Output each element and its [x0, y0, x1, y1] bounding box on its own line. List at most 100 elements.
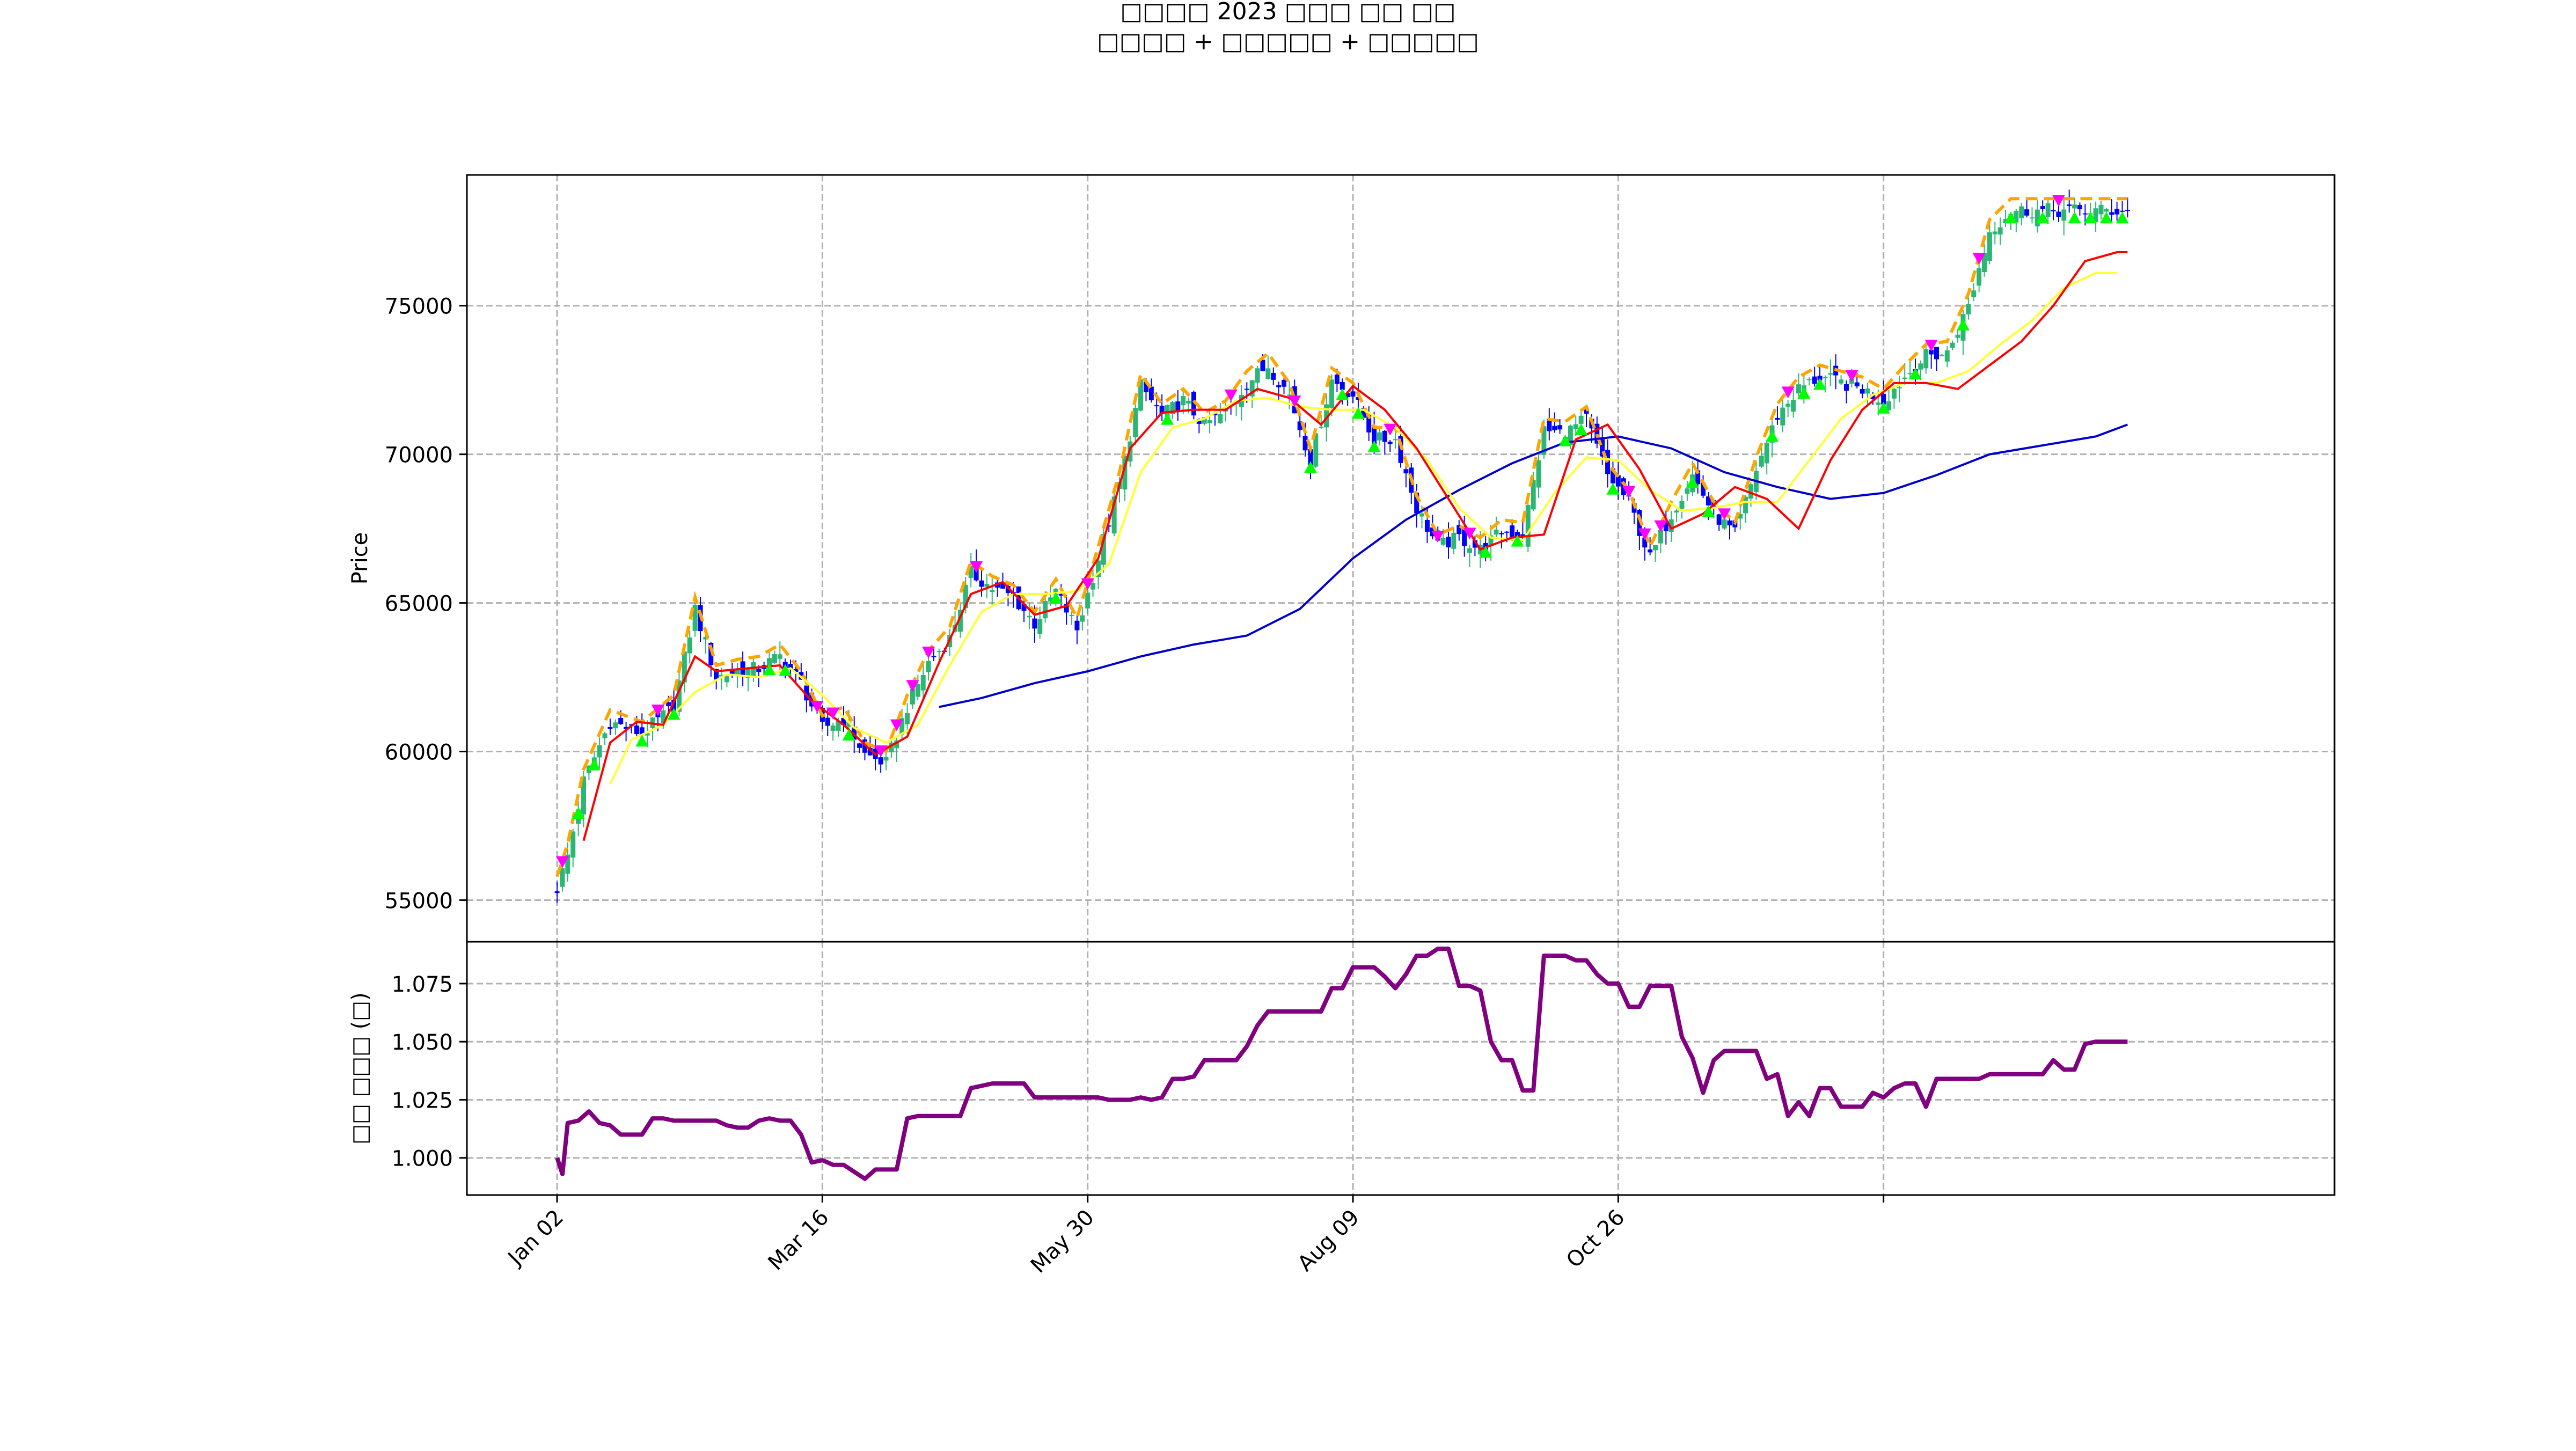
candle-body	[931, 656, 936, 657]
sell-marker	[890, 719, 903, 731]
candle-body	[1992, 231, 1997, 234]
candle-body	[2114, 208, 2120, 215]
candle-body	[1828, 373, 1833, 375]
sell-marker	[922, 646, 935, 658]
candle-body	[841, 717, 846, 726]
candle-body	[1148, 386, 1154, 400]
candle-body	[1525, 505, 1531, 547]
buy-marker	[1575, 423, 1588, 435]
candle-body	[1950, 342, 1955, 348]
candle-body	[1907, 373, 1913, 375]
ratio-y-axis-label: □□ □□□ (□)	[348, 992, 372, 1144]
buy-marker	[572, 807, 585, 819]
candle-body	[1175, 401, 1181, 412]
candle-body	[1552, 426, 1557, 430]
candle-body	[1361, 408, 1366, 418]
buy-marker	[1686, 476, 1699, 488]
candle-body	[767, 658, 772, 666]
candle-body	[788, 664, 793, 670]
buy-marker	[588, 758, 601, 771]
candle-body	[1064, 604, 1069, 613]
candle-body	[1785, 404, 1791, 407]
candle-body	[910, 688, 915, 705]
candle-body	[703, 636, 708, 640]
candle-body	[597, 745, 602, 758]
buy-marker	[1351, 407, 1365, 419]
candle-body	[2045, 203, 2051, 217]
candle-body	[2061, 209, 2067, 221]
candle-body	[836, 721, 841, 731]
candle-body	[1610, 468, 1615, 483]
sell-marker	[810, 701, 824, 713]
chart-title-line2: □□□□ + □□□□□ + □□□□□	[1097, 28, 1479, 55]
candle-body	[1451, 532, 1457, 549]
candle-body	[990, 590, 995, 592]
candle-body	[2082, 213, 2088, 215]
buy-marker	[2116, 211, 2129, 224]
candle-body	[1934, 347, 1940, 360]
ratio-y-tick-label: 1.050	[391, 1030, 453, 1055]
candle-body	[1027, 615, 1032, 618]
sell-marker	[1081, 578, 1094, 590]
candle-body	[1440, 538, 1446, 545]
candle-body	[1095, 560, 1101, 577]
ratio-y-tick-label: 1.075	[391, 972, 453, 997]
buy-marker	[1956, 318, 1970, 331]
buy-marker	[2004, 211, 2017, 224]
dashed-band-line	[555, 197, 2128, 877]
candle-body	[1154, 405, 1159, 407]
candle-body	[1966, 304, 1971, 314]
candle-body	[1382, 430, 1387, 442]
candle-body	[1255, 368, 1260, 383]
candle-body	[1286, 394, 1292, 396]
candle-body	[1929, 349, 1934, 355]
candle-body	[1133, 408, 1138, 437]
buy-marker	[1304, 461, 1317, 473]
candle-body	[1600, 439, 1605, 457]
candle-body	[1796, 384, 1801, 394]
candle-body	[639, 727, 645, 735]
candle-body	[1271, 373, 1276, 380]
candle-body	[1823, 377, 1828, 379]
buy-marker	[667, 708, 680, 720]
price-y-axis-label: Price	[348, 532, 372, 585]
candle-body	[1202, 417, 1207, 424]
sell-marker	[826, 707, 840, 720]
buy-marker	[779, 664, 792, 676]
candle-body	[719, 675, 724, 677]
candle-body	[867, 748, 873, 756]
candle-body	[1345, 393, 1350, 398]
candle-body	[676, 680, 682, 712]
sell-marker	[1431, 530, 1445, 543]
buy-marker	[1367, 440, 1381, 452]
buy-marker	[2036, 211, 2050, 224]
candle-body	[2051, 210, 2056, 211]
candle-body	[1791, 400, 1796, 412]
candle-body	[1329, 379, 1334, 408]
sell-marker	[651, 704, 664, 716]
candle-body	[1069, 615, 1074, 617]
ma-slow-line	[939, 423, 2128, 708]
candle-body	[1181, 396, 1186, 406]
candle-body	[2003, 219, 2008, 223]
candle-body	[2120, 210, 2125, 212]
candle-body	[1780, 407, 1785, 426]
candle-body	[729, 669, 735, 675]
candle-body	[1366, 413, 1372, 433]
candle-body	[1897, 387, 1902, 389]
candle-body	[793, 669, 799, 672]
candle-body	[1865, 389, 1870, 394]
candle-body	[1870, 394, 1876, 399]
candle-body	[1987, 232, 1992, 261]
candle-body	[1196, 419, 1202, 424]
price-y-tick-label: 75000	[385, 295, 453, 319]
candle-body	[1393, 439, 1398, 441]
candle-body	[1668, 519, 1674, 532]
candle-body	[1955, 334, 1960, 338]
candle-body	[830, 726, 836, 731]
candle-body	[1722, 519, 1727, 529]
sell-marker	[1972, 253, 1986, 265]
candle-body	[1324, 404, 1329, 428]
candle-body	[1648, 549, 1653, 553]
candle-body	[1005, 585, 1011, 593]
